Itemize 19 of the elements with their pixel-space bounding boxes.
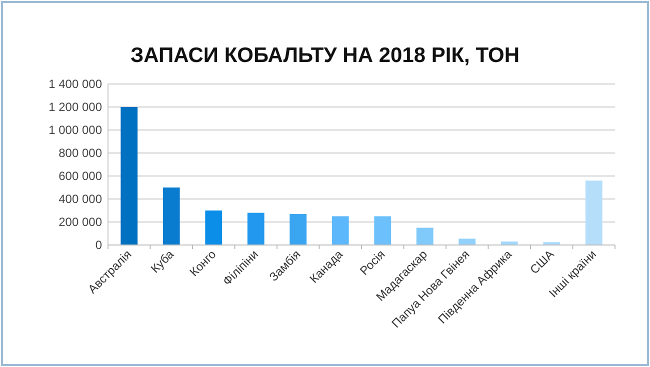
chart-title: ЗАПАСИ КОБАЛЬТУ НА 2018 РІК, ТОН [130, 44, 520, 67]
y-tick-label: 800 000 [58, 146, 102, 160]
y-tick-label: 400 000 [58, 192, 102, 206]
y-tick-label: 0 [95, 238, 102, 252]
bar [458, 238, 476, 245]
bar [416, 228, 434, 245]
bar [585, 180, 602, 245]
y-tick-label: 1 000 000 [48, 123, 102, 138]
bar [290, 214, 307, 245]
bar [162, 188, 180, 245]
y-tick-label: 200 000 [58, 215, 102, 230]
y-tick-label: 600 000 [58, 169, 102, 184]
y-tick-label: 1 200 000 [48, 100, 102, 114]
y-tick-label: 1 400 000 [48, 77, 102, 92]
bar [205, 210, 222, 245]
bar [374, 216, 392, 245]
bar [332, 216, 349, 245]
bar [247, 212, 264, 245]
bar [120, 107, 138, 245]
